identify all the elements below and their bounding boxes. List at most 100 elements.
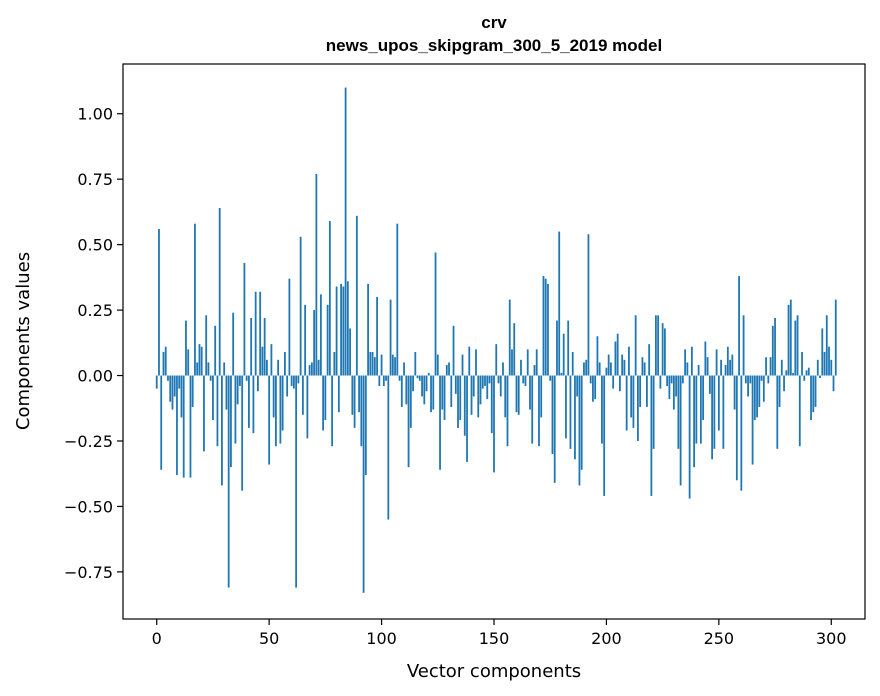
bar [472, 375, 475, 397]
bar [574, 375, 576, 460]
bar [726, 346, 729, 376]
x-axis-label: Vector components [407, 661, 581, 682]
bar [567, 320, 570, 376]
x-tick-label: 150 [479, 629, 510, 648]
bar [439, 375, 441, 470]
bar [495, 344, 498, 376]
bar [403, 362, 405, 376]
bar [648, 344, 651, 376]
bar [769, 357, 772, 376]
bar [765, 357, 767, 376]
bar [225, 375, 228, 410]
bar [702, 375, 705, 421]
bar [209, 375, 212, 381]
bar [558, 231, 561, 376]
bar [740, 375, 743, 491]
bar [263, 317, 266, 376]
bar [693, 375, 696, 468]
bar [544, 278, 547, 376]
bar [711, 375, 713, 460]
bar [230, 375, 232, 468]
y-tick-label: −0.50 [64, 497, 113, 516]
bar [236, 375, 239, 405]
bar [794, 320, 797, 376]
bar [223, 362, 226, 376]
y-tick-label: −0.25 [64, 432, 113, 451]
bar [520, 359, 522, 376]
bar [589, 375, 592, 384]
bar [749, 375, 752, 384]
bar [292, 375, 295, 389]
bar [257, 375, 259, 392]
bar [661, 323, 664, 376]
bar [167, 375, 169, 381]
bar [562, 333, 565, 376]
bar [266, 359, 268, 376]
bar [697, 365, 700, 376]
bar [270, 344, 273, 376]
bar [200, 346, 203, 376]
bar [578, 375, 581, 486]
bar [409, 375, 412, 428]
bar [425, 375, 428, 392]
bar [248, 375, 250, 428]
bar [299, 236, 302, 376]
bar [261, 346, 264, 376]
bar [762, 375, 765, 402]
bar [279, 375, 282, 444]
bar [553, 375, 556, 483]
bar [771, 325, 774, 376]
bar [171, 375, 174, 410]
bar [380, 354, 383, 376]
bar [234, 375, 237, 444]
bar [747, 375, 749, 397]
bar [531, 375, 534, 444]
bar [792, 372, 794, 376]
bar [666, 375, 669, 386]
bar [382, 375, 385, 386]
bar [801, 351, 803, 376]
bar [506, 375, 509, 447]
bar [551, 375, 554, 455]
bar [585, 359, 588, 376]
bar [207, 362, 210, 376]
bar [436, 354, 439, 376]
bar [594, 375, 597, 400]
bar [259, 291, 262, 376]
bar [187, 349, 190, 376]
bar [432, 375, 435, 410]
bar [243, 262, 246, 376]
x-tick-label: 300 [816, 629, 847, 648]
bar [412, 375, 414, 392]
bar [758, 375, 761, 407]
bar [241, 375, 244, 491]
bar [418, 375, 421, 381]
bar [162, 351, 165, 376]
bar [508, 299, 511, 376]
bar [275, 375, 277, 447]
bar [601, 375, 603, 444]
bar [628, 346, 630, 376]
bar [486, 375, 489, 400]
y-axis-label: Components values [13, 252, 34, 430]
y-tick-label: 0.50 [77, 236, 113, 255]
bar [470, 375, 473, 415]
bar [385, 375, 387, 381]
bar [290, 375, 293, 386]
bar [571, 351, 574, 376]
bar [313, 310, 316, 376]
bar [695, 375, 698, 444]
bar [502, 362, 504, 376]
bar [306, 375, 309, 439]
bar [529, 375, 531, 410]
bar [218, 207, 221, 376]
bar [407, 375, 410, 468]
bar [319, 294, 322, 376]
bar [295, 375, 298, 588]
bar [670, 375, 673, 384]
bar [637, 375, 639, 441]
bar [819, 375, 821, 379]
bar [675, 375, 678, 397]
bar [810, 375, 812, 421]
